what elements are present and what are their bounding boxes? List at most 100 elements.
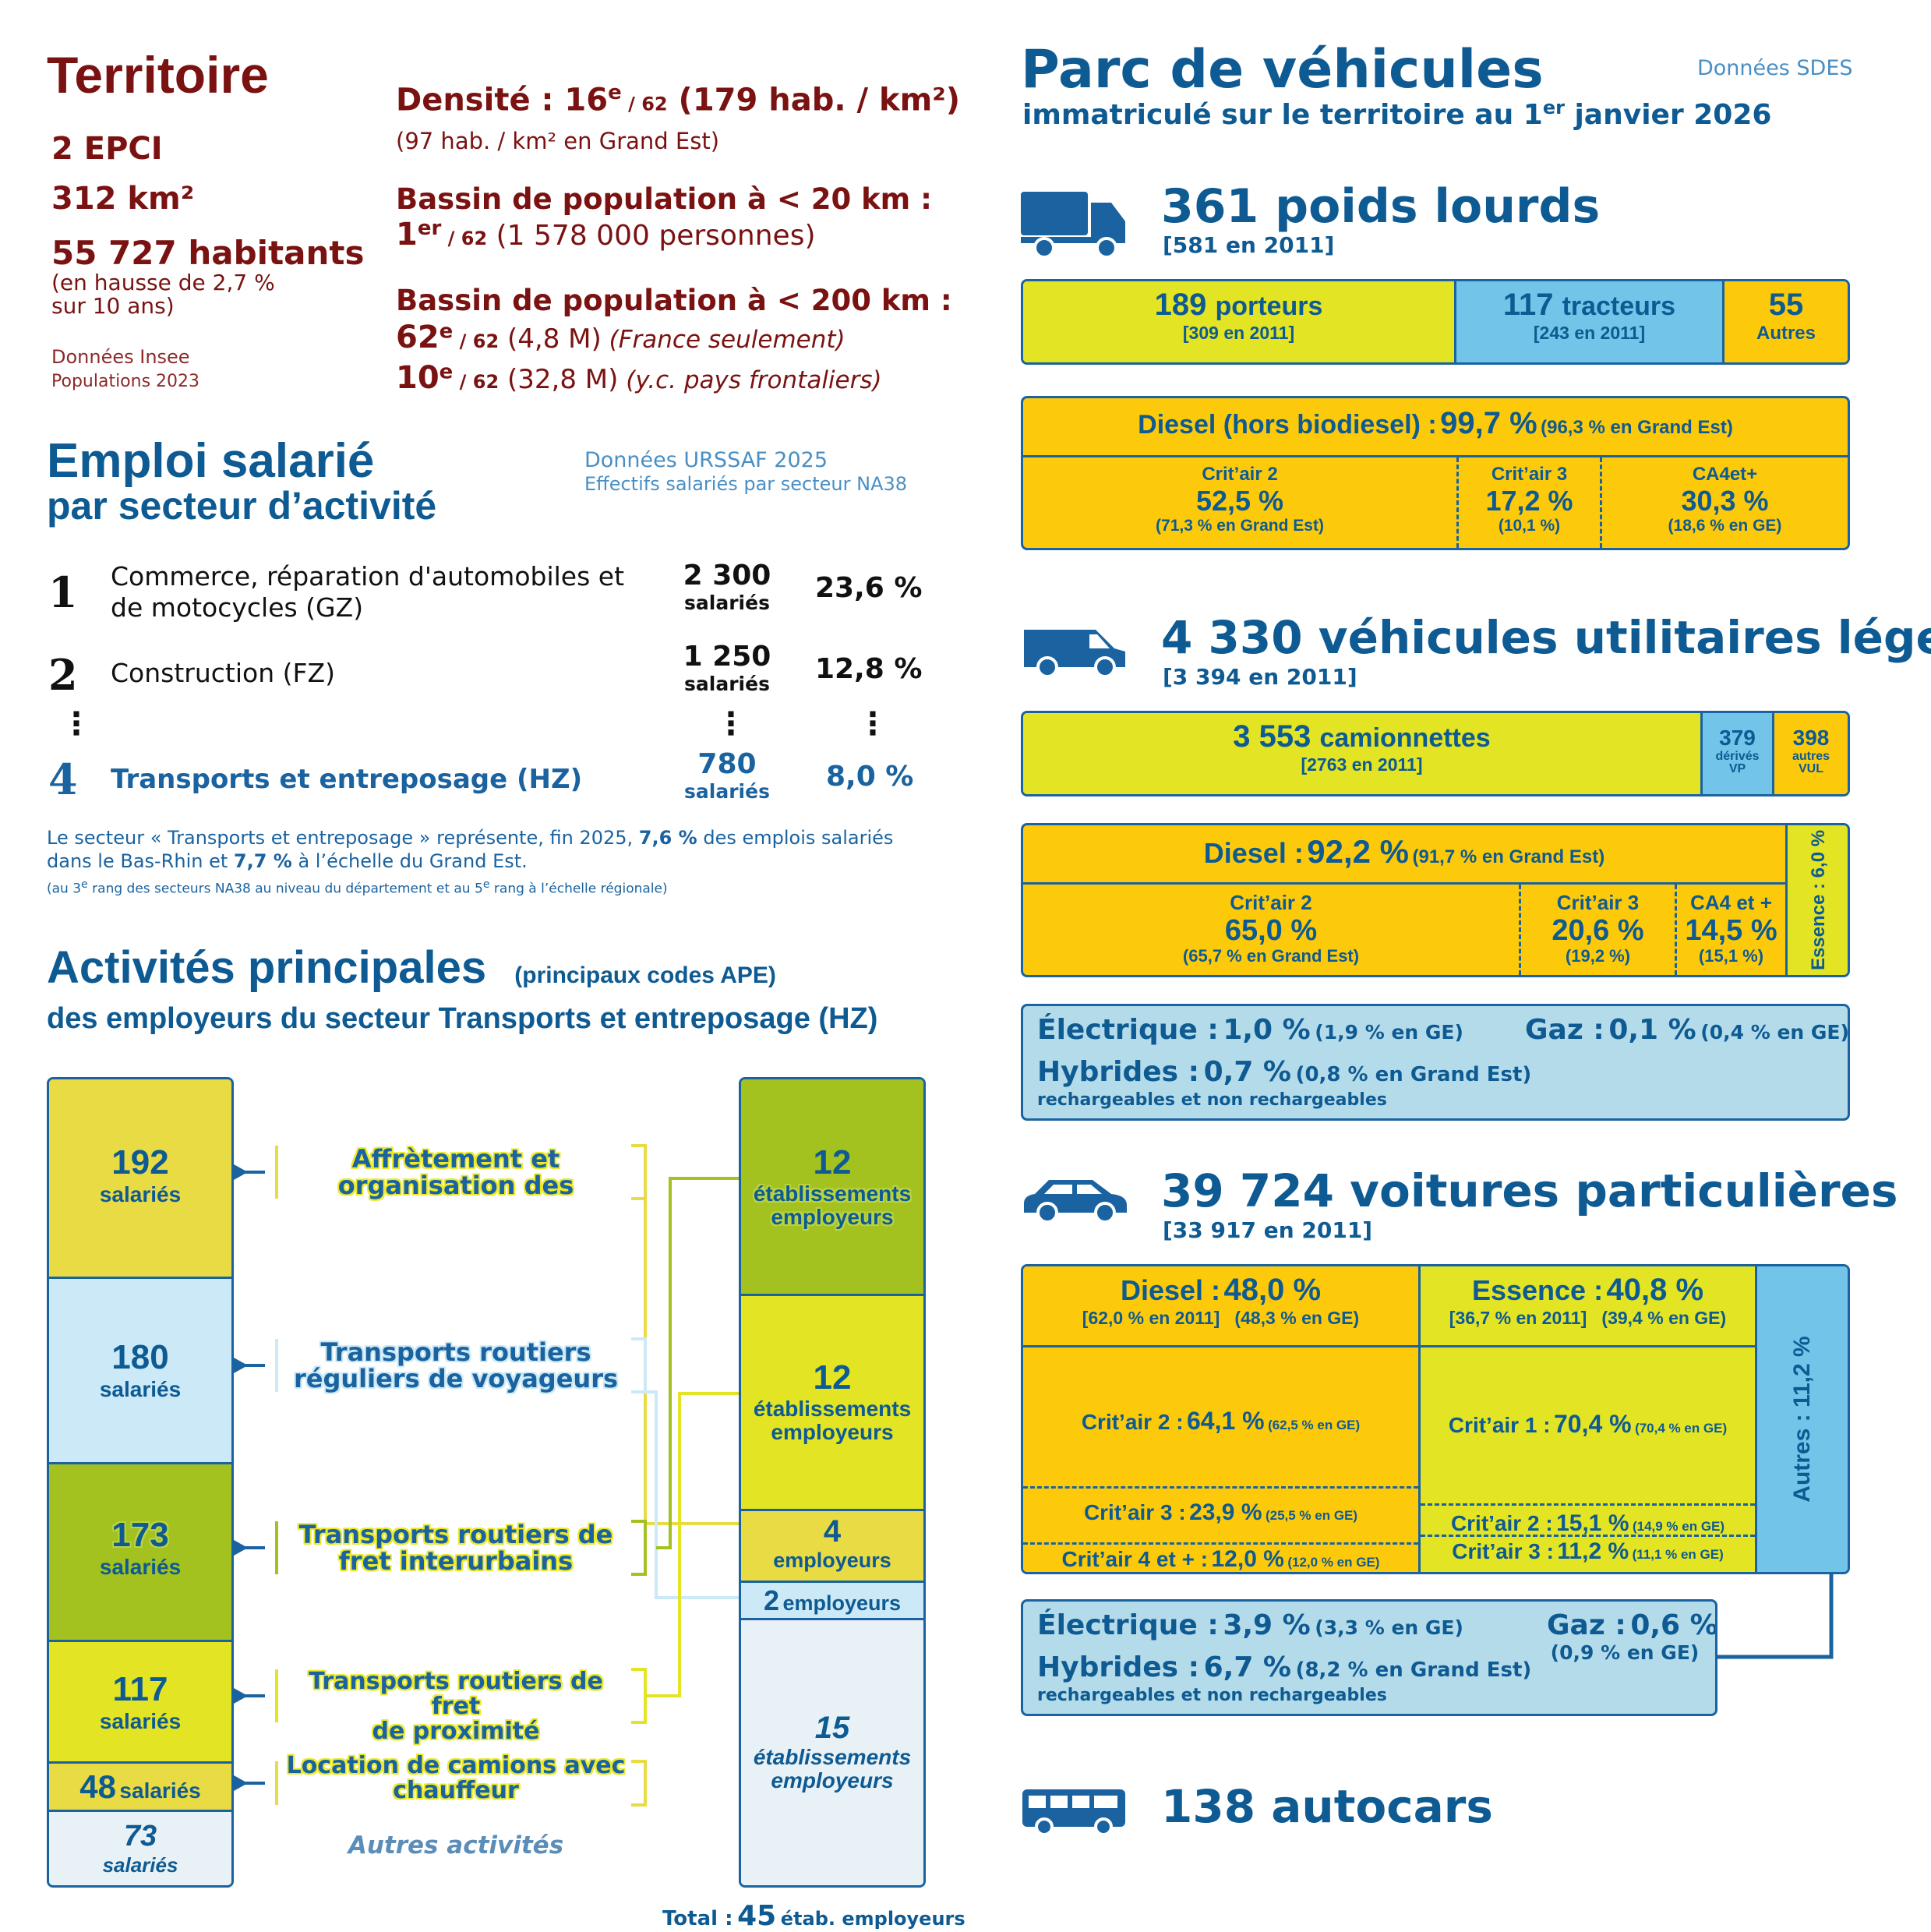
- right-2-u2: employeurs: [771, 1420, 894, 1444]
- pl-title: 361 poids lourds: [1161, 179, 1601, 234]
- left-cell-6: 73 salariés: [49, 1812, 231, 1885]
- sector-1-label: Commerce, réparation d'automobiles et de…: [111, 561, 624, 623]
- pl-porteurs-ref: [309 en 2011]: [1182, 323, 1295, 343]
- vp-dc3: Crit’air 3 : 23,9 % (25,5 % en GE): [1023, 1486, 1418, 1543]
- sector-1-pct: 23,6 %: [815, 572, 923, 604]
- vp-dc4-c: (12,0 % en GE): [1287, 1555, 1380, 1570]
- activity-5-l2: chauffeur: [393, 1777, 519, 1804]
- vp-energie: Diesel : 48,0 % [62,0 % en 2011] (48,3 %…: [1021, 1264, 1850, 1574]
- vul-diesel-c: (91,7 % en Grand Est): [1412, 846, 1605, 867]
- vul-c3-r: (19,2 %): [1565, 946, 1631, 966]
- activites-title: Activités principales (principaux codes …: [47, 941, 776, 994]
- bassin200-r2-n: 10: [396, 360, 440, 396]
- sector-4-pct: 8,0 %: [826, 761, 914, 793]
- vp-elec-c: (3,3 % en GE): [1315, 1616, 1463, 1639]
- urssaf-line-1: Données URSSAF 2025: [584, 448, 828, 472]
- vul-autres-energies: Électrique : 1,0 % (1,9 % en GE) Gaz : 0…: [1021, 1004, 1850, 1121]
- activity-5-l1: Location de camions avec: [286, 1752, 626, 1779]
- vp-dc3-c: (25,5 % en GE): [1265, 1508, 1358, 1523]
- vul-camionnettes: 3 553 camionnettes [2763 en 2011]: [1023, 713, 1703, 794]
- rank-2-icon: 2: [48, 650, 78, 700]
- pl-c3-r: (10,1 %): [1498, 517, 1561, 535]
- rank-4-icon: 4: [48, 754, 78, 804]
- sector-4-label: Transports et entreposage (HZ): [111, 764, 583, 795]
- vul-cam-l: camionnettes: [1319, 723, 1491, 753]
- vul-hyb-b: 0,7 %: [1203, 1056, 1291, 1088]
- vul-cam-n: 3 553: [1233, 719, 1311, 754]
- sdes-source: Données SDES: [1697, 56, 1853, 80]
- activity-3-l2: fret interurbains: [338, 1546, 574, 1576]
- densite: Densité : 16e / 62 (179 hab. / km²): [396, 81, 960, 118]
- vp-dc2-a: Crit’air 2 :: [1081, 1410, 1184, 1434]
- vp-ec3-a: Crit’air 3 :: [1452, 1539, 1554, 1563]
- left-cell-2: 180 salariés: [49, 1279, 231, 1464]
- vp-autres-energies: Électrique : 3,9 % (3,3 % en GE) Gaz : 0…: [1021, 1599, 1717, 1716]
- emploi-note-line-1: Le secteur « Transports et entreposage »…: [47, 826, 904, 849]
- right-cell-1: 12 établissements employeurs: [741, 1079, 923, 1296]
- vp-hyb-a: Hybrides :: [1037, 1651, 1200, 1683]
- sector-2-pct: 12,8 %: [815, 653, 923, 685]
- vul-vp-l2: VP: [1728, 762, 1746, 775]
- parc-title: Parc de véhicules: [1021, 39, 1544, 101]
- bassin20-rank: 1er / 62 (1 578 000 personnes): [396, 217, 816, 253]
- right-5-u2: employeurs: [771, 1768, 894, 1792]
- note-small-sup1: e: [81, 878, 88, 891]
- pl-porteurs-l: porteurs: [1215, 291, 1323, 321]
- activity-1-l1: Affrètement et: [351, 1144, 560, 1174]
- parc-subtitle-b: janvier 2026: [1564, 99, 1772, 131]
- activity-label-1: Affrètement et organisation des: [281, 1146, 631, 1199]
- emploi-note-line-2: dans le Bas-Rhin et 7,7 % à l’échelle du…: [47, 849, 904, 873]
- van-icon: [1024, 630, 1125, 678]
- vul-essence: Essence : 6,0 %: [1785, 825, 1848, 975]
- right-3-u1: employeurs: [773, 1549, 891, 1572]
- vul-ref: [3 394 en 2011]: [1163, 664, 1357, 690]
- vul-c4-l: CA4 et +: [1690, 891, 1772, 914]
- pl-diesel-b: 99,7 %: [1440, 406, 1537, 440]
- vp-diesel-critair: Crit’air 2 : 64,1 % (62,5 % en GE) Crit’…: [1023, 1347, 1421, 1572]
- left-3-n: 173: [111, 1516, 169, 1554]
- vul-vp-l1: dérivés: [1715, 750, 1760, 763]
- habitants: 55 727 habitants: [51, 234, 365, 272]
- pl-autres: 55 Autres: [1724, 281, 1848, 362]
- vp-hyb-b: 6,7 %: [1203, 1651, 1291, 1683]
- urssaf-line-2: Effectifs salariés par secteur NA38: [584, 473, 908, 495]
- left-1-u: salariés: [99, 1182, 182, 1206]
- densite-sup: e: [608, 81, 622, 104]
- surface: 312 km²: [51, 181, 195, 217]
- dots-2: ⋮: [715, 706, 747, 742]
- vul-c2-r: (65,7 % en Grand Est): [1182, 946, 1360, 966]
- vul-critair3: Crit’air 3 20,6 % (19,2 %): [1519, 885, 1675, 975]
- bassin200-r1-n: 62: [396, 320, 440, 355]
- vp-hyb-note: rechargeables et non rechargeables: [1037, 1686, 1387, 1705]
- bassin200-r2: 10e / 62 (32,8 M) (y.c. pays frontaliers…: [396, 360, 882, 396]
- left-cell-5: 48 salariés: [49, 1764, 231, 1812]
- right-cell-5: 15 établissements employeurs: [741, 1620, 923, 1885]
- vp-elec-b: 3,9 %: [1223, 1609, 1311, 1641]
- total-n: 45: [737, 1900, 777, 1932]
- right-2-u1: établissements: [753, 1397, 912, 1421]
- bassin200-title: Bassin de population à < 200 km :: [396, 284, 952, 317]
- pl-tracteurs-n: 117: [1502, 288, 1554, 322]
- right-5-u1: établissements: [753, 1745, 912, 1769]
- vul-diesel-a: Diesel :: [1203, 837, 1304, 869]
- densite-ge: (97 hab. / km² en Grand Est): [396, 128, 720, 154]
- vp-gaz-a: Gaz :: [1547, 1609, 1626, 1641]
- right-3-n: 4: [823, 1514, 842, 1549]
- sector-1-count-u: salariés: [684, 592, 770, 614]
- vp-ec1-b: 70,4 %: [1553, 1410, 1632, 1438]
- pl-c3-v: 17,2 %: [1485, 485, 1573, 517]
- activites-subtitle: des employeurs du secteur Transports et …: [47, 1002, 878, 1035]
- vul-hyb-note: rechargeables et non rechargeables: [1037, 1090, 1387, 1110]
- pl-c3-l: Crit’air 3: [1491, 464, 1568, 485]
- vp-diesel-a: Diesel :: [1120, 1274, 1221, 1306]
- note-small-2: rang des secteurs NA38 au niveau du dépa…: [87, 881, 483, 897]
- salaries-column: 192 salariés 180 salariés 173 salariés 1…: [47, 1077, 234, 1888]
- vp-autres: Autres : 11,2 %: [1757, 1266, 1848, 1572]
- vul-diesel: Diesel : 92,2 % (91,7 % en Grand Est): [1023, 825, 1785, 885]
- territoire-title: Territoire: [47, 46, 269, 104]
- vp-elec-a: Électrique :: [1037, 1609, 1219, 1641]
- pl-diesel: Diesel (hors biodiesel) : 99,7 % (96,3 %…: [1023, 398, 1848, 457]
- bassin20-of: / 62: [441, 228, 488, 249]
- source-line-1: Données Insee: [51, 346, 190, 368]
- vul-c4-v: 14,5 %: [1685, 914, 1777, 947]
